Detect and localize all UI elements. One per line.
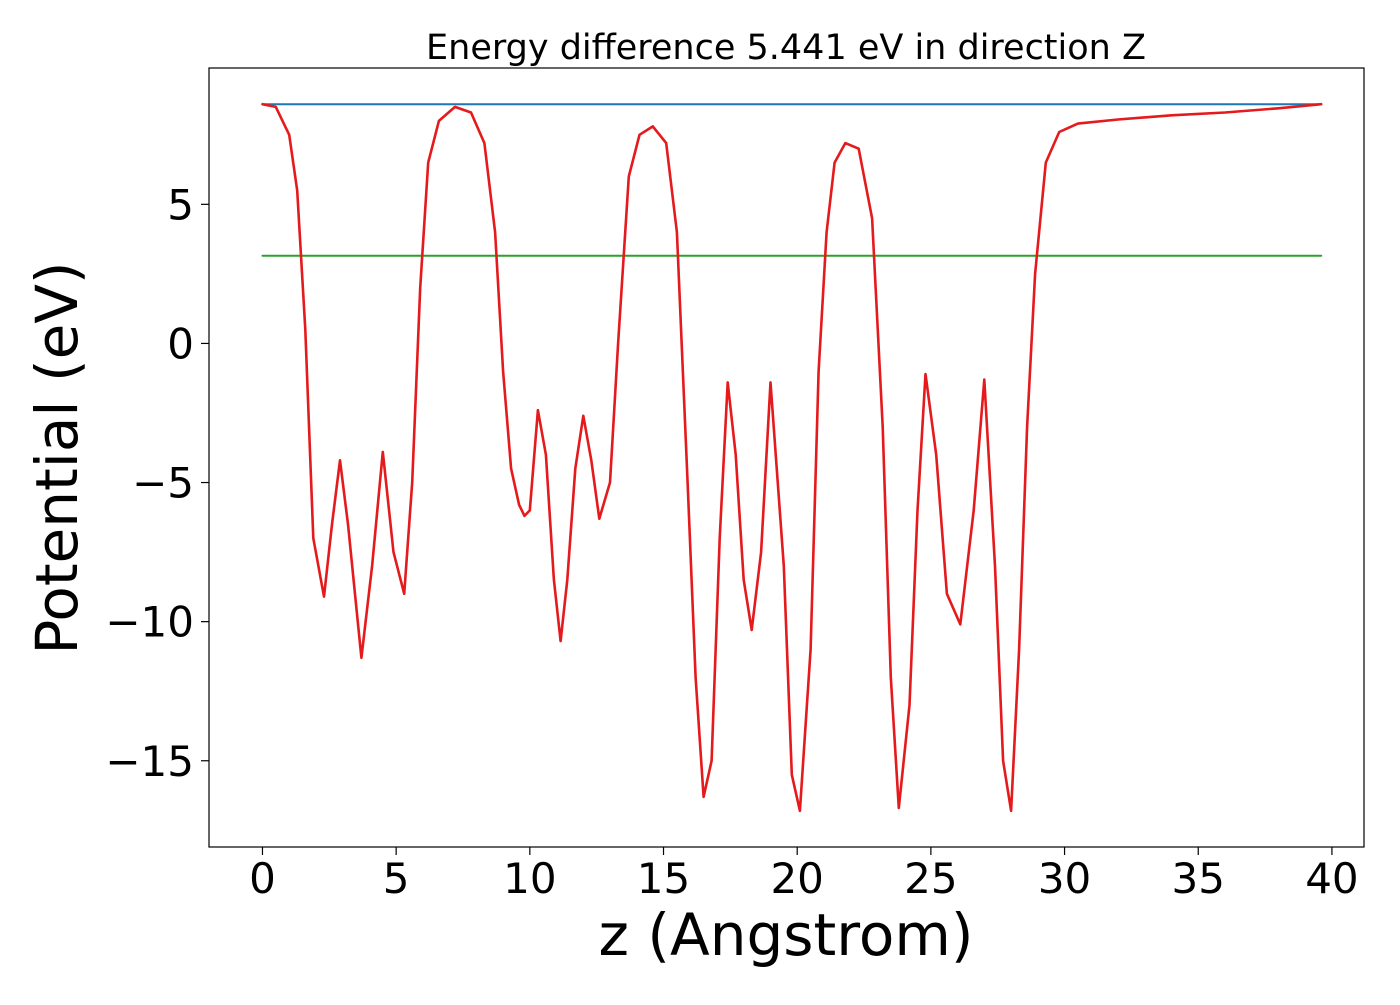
y-tick-label: 5	[167, 180, 194, 229]
x-tick-label: 40	[1305, 854, 1358, 903]
x-tick-label: 5	[383, 854, 410, 903]
chart-title: Energy difference 5.441 eV in direction …	[426, 28, 1146, 68]
x-tick-label: 20	[770, 854, 823, 903]
y-tick-label: −10	[105, 598, 194, 647]
x-tick-label: 30	[1038, 854, 1091, 903]
y-axis-label: Potential (eV)	[23, 261, 91, 654]
x-axis: 0 5 10 15 20 25 30 35 40	[249, 847, 1359, 903]
x-tick-label: 15	[637, 854, 690, 903]
x-tick-label: 10	[503, 854, 556, 903]
x-tick-label: 25	[904, 854, 957, 903]
y-tick-label: −15	[105, 737, 194, 786]
y-tick-label: −5	[132, 459, 194, 508]
plot-area	[261, 102, 1323, 813]
series-line-3	[261, 102, 1323, 813]
x-tick-label: 35	[1172, 854, 1225, 903]
x-axis-label: z (Angstrom)	[599, 901, 974, 969]
x-tick-label: 0	[249, 854, 276, 903]
y-axis: −15 −10 −5 0 5	[105, 180, 209, 786]
y-tick-label: 0	[167, 319, 194, 368]
plot-frame	[208, 67, 1365, 848]
